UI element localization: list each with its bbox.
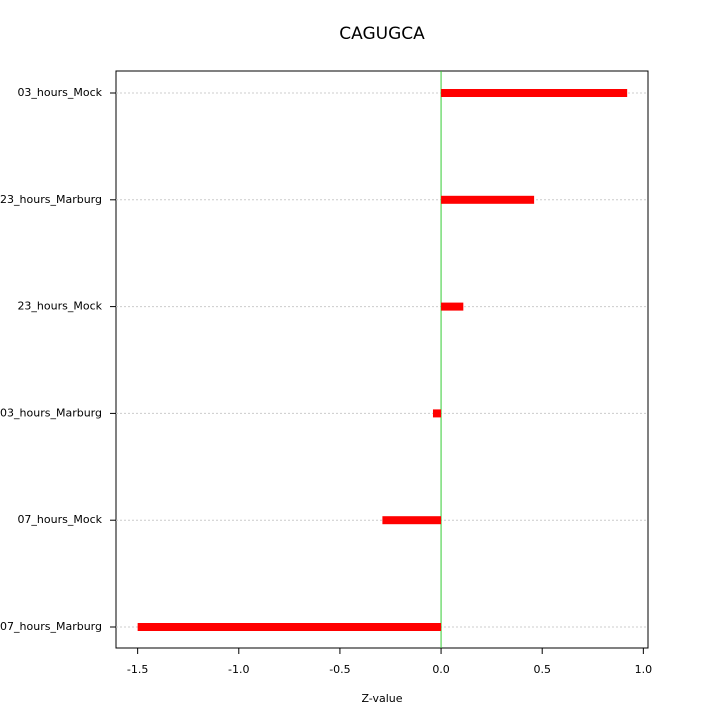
y-tick-label: 23_hours_Marburg xyxy=(0,193,102,206)
x-tick-label: 1.0 xyxy=(635,663,653,676)
x-tick-label: 0.5 xyxy=(533,663,551,676)
x-axis-label: Z-value xyxy=(361,692,402,705)
x-tick-label: 0.0 xyxy=(432,663,450,676)
bar xyxy=(137,623,442,631)
x-tick-label: -1.5 xyxy=(127,663,148,676)
bar xyxy=(441,89,628,97)
bar xyxy=(432,409,442,418)
x-tick-label: -0.5 xyxy=(329,663,350,676)
x-tick-label: -1.0 xyxy=(228,663,249,676)
y-tick-label: 03_hours_Mock xyxy=(17,86,102,99)
y-tick-label: 07_hours_Mock xyxy=(17,513,102,526)
bar xyxy=(441,302,464,311)
y-tick-label: 23_hours_Mock xyxy=(17,300,102,313)
y-tick-label: 03_hours_Marburg xyxy=(0,406,102,419)
plot-frame xyxy=(115,70,649,649)
bar xyxy=(441,195,535,204)
chart-title: CAGUGCA xyxy=(339,24,425,44)
y-tick-label: 07_hours_Marburg xyxy=(0,620,102,633)
bar xyxy=(382,516,442,525)
